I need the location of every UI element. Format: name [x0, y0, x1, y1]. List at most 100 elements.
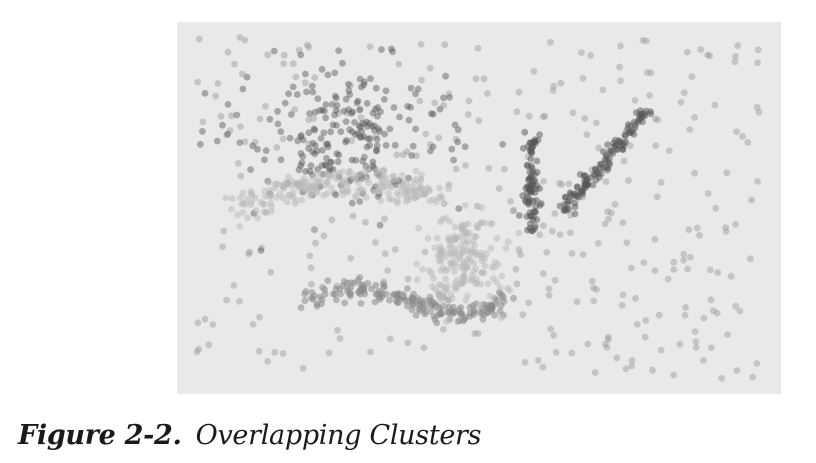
cluster-point — [268, 202, 275, 210]
cluster-point — [361, 78, 368, 86]
cluster-point — [292, 196, 300, 204]
cluster-point — [312, 142, 319, 149]
cluster-point — [323, 154, 330, 162]
cluster-point — [466, 304, 474, 311]
noise-point — [657, 178, 665, 186]
cluster-point — [348, 199, 356, 207]
noise-point — [465, 97, 473, 105]
cluster-point — [329, 121, 337, 129]
cluster-point — [357, 185, 365, 193]
cluster-point — [393, 199, 401, 207]
noise-point — [195, 345, 203, 353]
noise-point — [357, 114, 365, 121]
noise-point — [246, 248, 254, 256]
cluster-point — [249, 142, 256, 150]
cluster-point — [316, 107, 324, 114]
cluster-point — [317, 135, 325, 142]
cluster-point — [350, 176, 357, 183]
noise-point — [545, 285, 553, 293]
noise-point — [692, 344, 700, 351]
cluster-point — [630, 131, 638, 138]
noise-point — [593, 286, 600, 293]
cluster-point — [404, 302, 411, 310]
cluster-point — [447, 260, 455, 268]
cluster-point — [338, 179, 346, 187]
cluster-point — [404, 285, 411, 292]
cluster-point — [574, 183, 581, 191]
noise-point — [395, 60, 403, 68]
cluster-point — [224, 130, 232, 138]
cluster-point — [228, 195, 236, 202]
noise-point — [651, 267, 659, 274]
cluster-point — [357, 300, 365, 307]
cluster-point — [345, 87, 353, 94]
cluster-point — [356, 171, 363, 179]
cluster-point — [297, 162, 305, 169]
noise-point — [692, 338, 700, 345]
cluster-point — [377, 197, 385, 205]
cluster-point — [341, 299, 349, 307]
noise-point — [245, 250, 252, 258]
cluster-point — [487, 244, 495, 252]
noise-point — [549, 87, 557, 94]
noise-point — [685, 226, 693, 234]
noise-point — [550, 82, 558, 90]
noise-point — [704, 51, 712, 59]
cluster-point — [274, 120, 282, 128]
noise-point — [310, 115, 318, 122]
cluster-point — [525, 198, 533, 206]
noise-point — [194, 319, 202, 327]
cluster-point — [435, 194, 443, 202]
cluster-point — [311, 150, 319, 158]
noise-point — [727, 272, 735, 280]
cluster-point — [241, 200, 249, 208]
cluster-point — [391, 141, 399, 149]
noise-point — [462, 162, 469, 169]
noise-point — [194, 78, 202, 86]
cluster-point — [317, 177, 324, 185]
cluster-point — [455, 233, 463, 241]
noise-point — [581, 115, 589, 122]
cluster-point — [385, 190, 392, 197]
cluster-point — [416, 307, 424, 314]
noise-point — [440, 101, 448, 109]
cluster-point — [524, 162, 532, 170]
noise-point — [587, 52, 595, 59]
noise-point — [312, 239, 319, 247]
noise-point — [557, 79, 565, 87]
noise-point — [744, 138, 752, 146]
cluster-point — [222, 194, 230, 202]
cluster-point — [331, 111, 338, 119]
noise-point — [625, 177, 632, 184]
cluster-point — [199, 128, 206, 135]
noise-point — [691, 328, 699, 335]
cluster-point — [354, 179, 362, 187]
cluster-point — [310, 183, 317, 190]
noise-point — [372, 132, 380, 140]
cluster-point — [626, 122, 634, 130]
cluster-point — [342, 138, 349, 146]
cluster-point — [302, 70, 309, 78]
cluster-point — [239, 209, 247, 216]
noise-point — [704, 190, 712, 198]
cluster-point — [615, 137, 622, 144]
cluster-point — [236, 139, 244, 146]
cluster-point — [448, 307, 456, 315]
cluster-point — [239, 189, 247, 197]
noise-point — [231, 60, 238, 68]
noise-point — [305, 43, 313, 51]
noise-point — [237, 123, 244, 130]
cluster-point — [458, 249, 465, 257]
cluster-point — [236, 223, 243, 230]
noise-point — [249, 321, 257, 328]
noise-point — [670, 266, 678, 273]
scatter-figure — [177, 22, 781, 394]
noise-point — [336, 335, 344, 342]
noise-point — [754, 46, 762, 54]
cluster-point — [293, 91, 301, 98]
cluster-point — [360, 133, 368, 141]
cluster-point — [345, 171, 353, 179]
noise-point — [201, 315, 209, 323]
noise-point — [517, 251, 524, 258]
noise-point — [628, 357, 636, 364]
